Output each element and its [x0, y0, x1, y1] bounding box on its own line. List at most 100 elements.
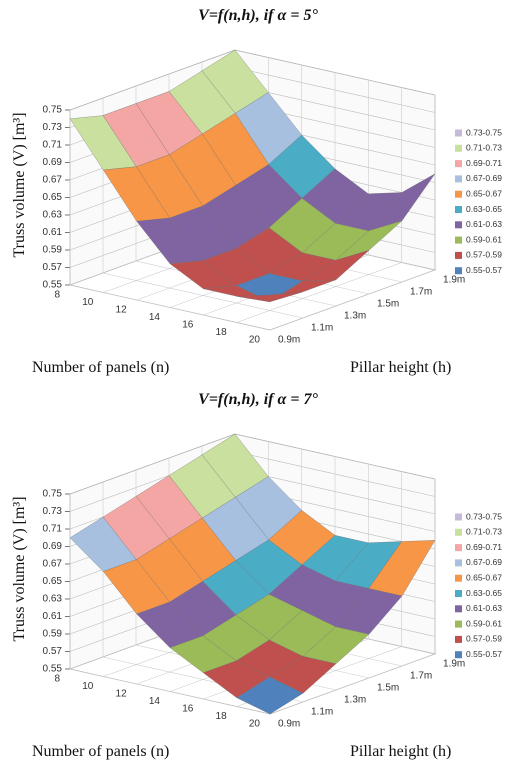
legend-swatch: [455, 251, 462, 259]
legend-label: 0.71-0.73: [466, 527, 502, 537]
z-axis-title: Truss volume (V) [m³]: [11, 112, 28, 257]
legend-swatch: [455, 236, 462, 244]
legend-swatch: [455, 160, 462, 168]
legend-swatch: [455, 590, 462, 597]
x-tick-label: 16: [182, 704, 194, 715]
legend-label: 0.59-0.61: [466, 234, 502, 244]
x-tick-label: 16: [182, 320, 194, 331]
z-tick-label: 0.57: [43, 262, 63, 273]
z-tick-label: 0.65: [43, 576, 63, 587]
z-tick-label: 0.75: [43, 105, 63, 116]
legend-swatch: [455, 620, 462, 628]
y-tick-label: 1.3m: [344, 311, 366, 322]
legend-label: 0.57-0.59: [466, 634, 502, 644]
grid-line: [69, 110, 271, 331]
y-tick-label: 0.9m: [278, 719, 300, 730]
x-tick-label: 10: [82, 681, 94, 692]
legend-label: 0.71-0.73: [466, 143, 502, 153]
x-tick-label: 8: [54, 290, 60, 301]
x-axis-title: Number of panels (n): [32, 359, 169, 376]
legend-swatch: [455, 190, 462, 198]
z-tick-label: 0.55: [43, 664, 63, 675]
x-tick-label: 20: [249, 335, 261, 346]
legend-label: 0.61-0.63: [466, 603, 502, 613]
z-tick-label: 0.75: [43, 489, 63, 500]
z-axis-title: Truss volume (V) [m³]: [11, 496, 28, 641]
z-tick-label: 0.69: [43, 157, 63, 168]
legend-swatch: [455, 544, 462, 552]
x-tick-label: 14: [149, 696, 161, 707]
z-tick-label: 0.55: [43, 280, 63, 291]
z-tick-label: 0.57: [43, 646, 63, 657]
z-tick-label: 0.69: [43, 541, 63, 552]
surface-patch: [236, 676, 304, 715]
legend-label: 0.57-0.59: [466, 250, 502, 260]
legend-swatch: [455, 129, 462, 137]
x-tick-label: 10: [82, 297, 94, 308]
z-tick-label: 0.65: [43, 192, 63, 203]
x-axis-title: Number of panels (n): [32, 743, 169, 760]
z-tick-label: 0.73: [43, 122, 63, 133]
y-tick-label: 1.9m: [443, 275, 465, 286]
y-tick-label: 1.1m: [311, 323, 333, 334]
legend-swatch: [455, 651, 462, 659]
legend-label: 0.73-0.75: [466, 511, 502, 521]
legend-swatch: [455, 528, 462, 536]
grid-line: [69, 494, 271, 715]
legend-swatch: [455, 221, 462, 229]
x-tick-label: 20: [249, 719, 261, 730]
legend-label: 0.67-0.69: [466, 173, 502, 183]
legend-swatch: [455, 635, 462, 643]
legend-label: 0.67-0.69: [466, 557, 502, 567]
z-tick-label: 0.61: [43, 227, 63, 238]
legend-label: 0.69-0.71: [466, 542, 502, 552]
y-tick-label: 0.9m: [278, 335, 300, 346]
legend-label: 0.55-0.57: [466, 265, 502, 275]
legend-swatch: [455, 206, 462, 213]
legend-label: 0.59-0.61: [466, 618, 502, 628]
legend-swatch: [455, 559, 462, 567]
legend-swatch: [455, 605, 462, 613]
x-tick-label: 18: [216, 327, 228, 338]
legend-label: 0.63-0.65: [466, 204, 502, 214]
legend-label: 0.69-0.71: [466, 158, 502, 168]
z-tick-label: 0.59: [43, 629, 63, 640]
y-tick-label: 1.3m: [344, 695, 366, 706]
z-tick-label: 0.67: [43, 559, 63, 570]
x-tick-label: 18: [216, 711, 228, 722]
z-tick-label: 0.71: [43, 524, 63, 535]
y-tick-label: 1.5m: [377, 299, 399, 310]
legend-swatch: [455, 513, 462, 521]
y-tick-label: 1.9m: [443, 659, 465, 670]
legend-swatch: [455, 144, 462, 152]
legend-label: 0.65-0.67: [466, 188, 502, 198]
z-tick-label: 0.67: [43, 175, 63, 186]
legend-label: 0.73-0.75: [466, 127, 502, 137]
z-tick-label: 0.63: [43, 594, 63, 605]
legend-label: 0.55-0.57: [466, 649, 502, 659]
legend-label: 0.63-0.65: [466, 588, 502, 598]
y-tick-label: 1.7m: [410, 671, 432, 682]
legend-label: 0.65-0.67: [466, 572, 502, 582]
legend-label: 0.61-0.63: [466, 219, 502, 229]
z-tick-label: 0.59: [43, 245, 63, 256]
legend-swatch: [455, 267, 462, 275]
y-axis-title: Pillar height (h): [350, 359, 451, 376]
chart-title: V=f(n,h), if α = 7°: [198, 391, 318, 408]
x-tick-label: 14: [149, 312, 161, 323]
chart-title: V=f(n,h), if α = 5°: [198, 7, 318, 24]
surface-patch: [236, 291, 304, 303]
x-tick-label: 12: [116, 689, 128, 700]
y-tick-label: 1.5m: [377, 683, 399, 694]
y-tick-label: 1.7m: [410, 287, 432, 298]
y-axis-title: Pillar height (h): [350, 743, 451, 760]
y-tick-label: 1.1m: [311, 707, 333, 718]
z-tick-label: 0.73: [43, 506, 63, 517]
z-tick-label: 0.71: [43, 140, 63, 151]
x-tick-label: 12: [116, 305, 128, 316]
z-tick-label: 0.63: [43, 210, 63, 221]
x-tick-label: 8: [54, 674, 60, 685]
legend-swatch: [455, 175, 462, 183]
z-tick-label: 0.61: [43, 611, 63, 622]
